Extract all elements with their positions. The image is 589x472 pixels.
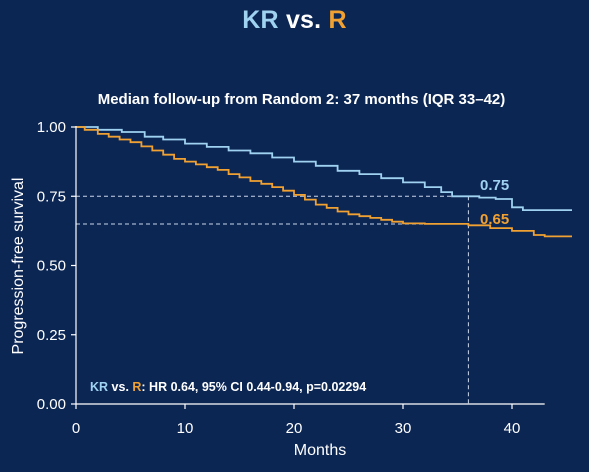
y-axis-label: Progression-free survival: [10, 178, 27, 355]
y-tick-label: 0.50: [37, 258, 66, 275]
annotation-r: R: [132, 380, 141, 394]
chart-subtitle: Median follow-up from Random 2: 37 month…: [97, 91, 506, 108]
y-tick-label: 0.25: [37, 327, 66, 344]
annotation-vs: vs.: [108, 380, 132, 394]
title-vs: vs.: [278, 6, 329, 34]
axes: 0.00 0.25 0.50 0.75 1.00 0 10 20 30 40: [37, 119, 545, 437]
hr-annotation: KR vs. R: HR 0.64, 95% CI 0.44-0.94, p=0…: [90, 380, 366, 394]
survival-curves: [76, 126, 572, 238]
x-tick-label: 10: [177, 420, 194, 437]
y-tick-label: 1.00: [37, 119, 66, 136]
series-r-end-label: 0.65: [480, 211, 509, 228]
x-tick-label: 20: [286, 420, 303, 437]
reference-lines: [76, 195, 469, 404]
title-kr: KR: [242, 6, 279, 34]
annotation-stats: : HR 0.64, 95% CI 0.44-0.94, p=0.02294: [141, 380, 366, 394]
series-r-curve: [76, 126, 572, 238]
series-kr-end-label: 0.75: [480, 177, 509, 194]
y-tick-label: 0.00: [37, 396, 66, 413]
x-axis-label: Months: [294, 442, 346, 459]
x-tick-label: 40: [504, 420, 521, 437]
page-title: KR vs. R: [0, 6, 589, 35]
series-kr-curve: [76, 126, 572, 211]
title-r: R: [328, 6, 347, 34]
y-tick-label: 0.75: [37, 188, 66, 205]
chart-labels: Months Progression-free survival 0.75 0.65 K…: [10, 177, 509, 459]
x-tick-label: 0: [72, 420, 80, 437]
annotation-kr: KR: [90, 380, 108, 394]
x-tick-label: 30: [395, 420, 412, 437]
